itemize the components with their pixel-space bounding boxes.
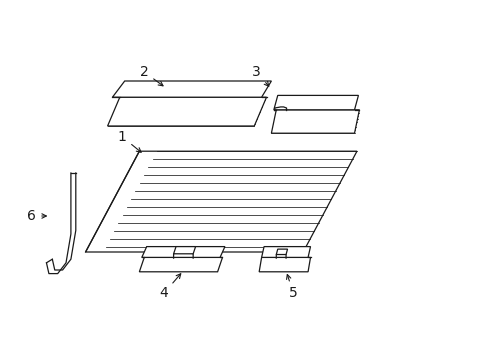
- Polygon shape: [273, 95, 358, 110]
- Text: 2: 2: [140, 65, 163, 86]
- Text: 6: 6: [27, 209, 46, 223]
- Polygon shape: [85, 151, 356, 252]
- Polygon shape: [139, 257, 222, 272]
- Text: 5: 5: [286, 275, 297, 300]
- Polygon shape: [173, 247, 195, 254]
- Polygon shape: [261, 247, 310, 257]
- Polygon shape: [107, 97, 266, 126]
- Polygon shape: [276, 249, 287, 255]
- Text: 4: 4: [159, 274, 181, 300]
- Text: 1: 1: [118, 130, 141, 152]
- Polygon shape: [142, 247, 224, 257]
- Text: 3: 3: [252, 65, 268, 86]
- Polygon shape: [259, 257, 310, 272]
- Polygon shape: [112, 81, 271, 97]
- Polygon shape: [271, 110, 359, 133]
